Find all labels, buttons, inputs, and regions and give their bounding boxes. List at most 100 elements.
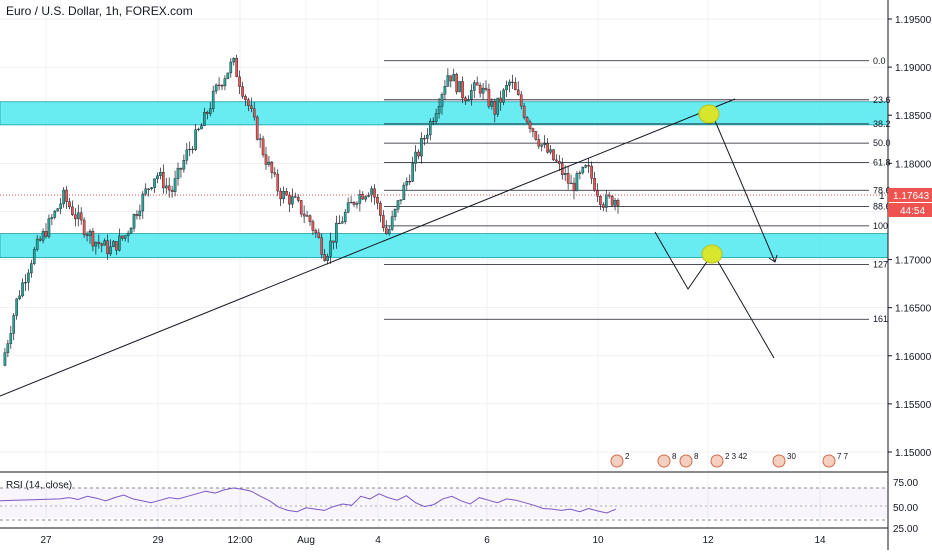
candle-body	[299, 200, 303, 215]
y-tick-label: 1.15000	[895, 448, 932, 459]
candle-body	[112, 241, 115, 247]
candle-body	[323, 254, 326, 261]
projection-arrow-upper[interactable]	[712, 115, 776, 263]
trendline[interactable]	[0, 98, 736, 397]
sr-zone[interactable]	[0, 101, 889, 126]
candle-body	[602, 204, 605, 208]
candle-body	[508, 81, 511, 86]
candle-body	[572, 182, 576, 192]
candle-body	[82, 219, 86, 236]
last-price-badge: 1.17643 44:54 1	[879, 188, 932, 217]
candle-body	[235, 58, 238, 78]
candle-body	[50, 217, 54, 219]
candle-body	[94, 241, 98, 247]
candle-body	[258, 138, 262, 140]
candle-body	[214, 84, 218, 92]
candle-body	[126, 233, 130, 236]
candle-body	[188, 148, 192, 151]
candle-body	[329, 240, 332, 257]
candle-body	[12, 315, 16, 334]
candle-body	[65, 189, 68, 202]
candle-body	[144, 188, 148, 195]
candle-body	[332, 240, 335, 243]
candle-body	[493, 101, 497, 115]
event-flag[interactable]: 8	[679, 452, 699, 468]
candle-body	[346, 202, 350, 213]
candle-body	[103, 240, 106, 246]
candle-body	[563, 173, 567, 175]
price-axis[interactable]: 1.195001.190001.185001.180001.175001.170…	[888, 15, 932, 459]
candle-body	[546, 143, 549, 153]
drawings-group[interactable]	[0, 98, 778, 397]
candle-body	[511, 81, 514, 83]
candle-body	[120, 235, 124, 239]
candle-body	[382, 215, 385, 229]
candle-body	[6, 343, 10, 353]
rsi-pane[interactable]: RSI (14, close) 75.00 50.00 25.00	[0, 478, 918, 535]
candle-body	[314, 230, 318, 234]
candle-body	[452, 74, 456, 82]
candle-body	[499, 97, 502, 103]
candle-body	[349, 202, 353, 204]
candle-body	[522, 105, 526, 118]
candle-body	[534, 131, 538, 140]
projection-arrow-upper-head	[768, 254, 778, 263]
projection-path-lower[interactable]	[654, 231, 775, 359]
candle-body	[464, 97, 467, 102]
candle-body	[581, 166, 585, 174]
candle-body	[443, 86, 447, 95]
target-circle-upper[interactable]	[698, 104, 720, 124]
flag-icon	[679, 454, 693, 468]
event-flag[interactable]: 2	[610, 452, 630, 468]
candle-body	[514, 82, 517, 91]
candle-body	[220, 85, 224, 87]
candle-body	[167, 185, 171, 191]
candle-body	[85, 234, 89, 236]
candle-body	[396, 200, 400, 210]
candle-body	[475, 82, 479, 86]
badge-left-glyph: 1	[879, 191, 885, 202]
candle-body	[132, 214, 136, 229]
candle-body	[273, 172, 277, 175]
candle-body	[340, 221, 344, 224]
fib-retracement[interactable]: 0.0 23.6 38.2 50.0 61.8 78.6 88.6 100 127 161	[384, 56, 891, 324]
x-tick-label: 12:00	[227, 535, 252, 546]
candle-body	[170, 189, 174, 192]
candle-body	[229, 61, 233, 74]
time-axis[interactable]: 27 29 12:00 Aug 4 6 10 12 14	[40, 535, 826, 546]
candle-body	[15, 298, 18, 316]
candle-body	[358, 194, 362, 204]
fib-label: 38.2	[873, 119, 891, 129]
candle-body	[411, 163, 414, 182]
chart-title: Euro / U.S. Dollar, 1h, FOREX.com	[6, 4, 193, 18]
candle-body	[420, 138, 423, 157]
event-flag[interactable]: 7 7	[822, 452, 849, 468]
candle-body	[56, 208, 60, 212]
event-flag[interactable]: 30	[772, 452, 796, 468]
candle-body	[613, 200, 617, 206]
event-count: 7 7	[837, 452, 849, 461]
event-flag[interactable]: 8	[657, 452, 677, 468]
candle-body	[531, 128, 535, 132]
event-flag[interactable]: 2 3 42	[710, 452, 748, 468]
candle-body	[604, 194, 608, 208]
candle-body	[434, 113, 438, 122]
rsi-level-50: 50.00	[893, 503, 918, 514]
candle-body	[487, 89, 491, 107]
candle-body	[361, 194, 365, 200]
sr-zone[interactable]	[0, 233, 889, 259]
candle-body	[478, 84, 482, 94]
candle-body	[291, 196, 294, 205]
candle-body	[270, 161, 274, 173]
economic-events[interactable]: 2 8 8 2 3 42 30 7 7	[610, 452, 849, 468]
candle-body	[578, 172, 582, 174]
target-circle-lower[interactable]	[701, 244, 723, 264]
fib-label: 127	[873, 259, 888, 269]
candle-body	[590, 165, 593, 179]
x-tick-label: 14	[814, 535, 826, 546]
candle-body	[367, 194, 370, 197]
candle-body	[575, 173, 579, 192]
candle-body	[455, 74, 458, 93]
candle-body	[352, 202, 356, 205]
